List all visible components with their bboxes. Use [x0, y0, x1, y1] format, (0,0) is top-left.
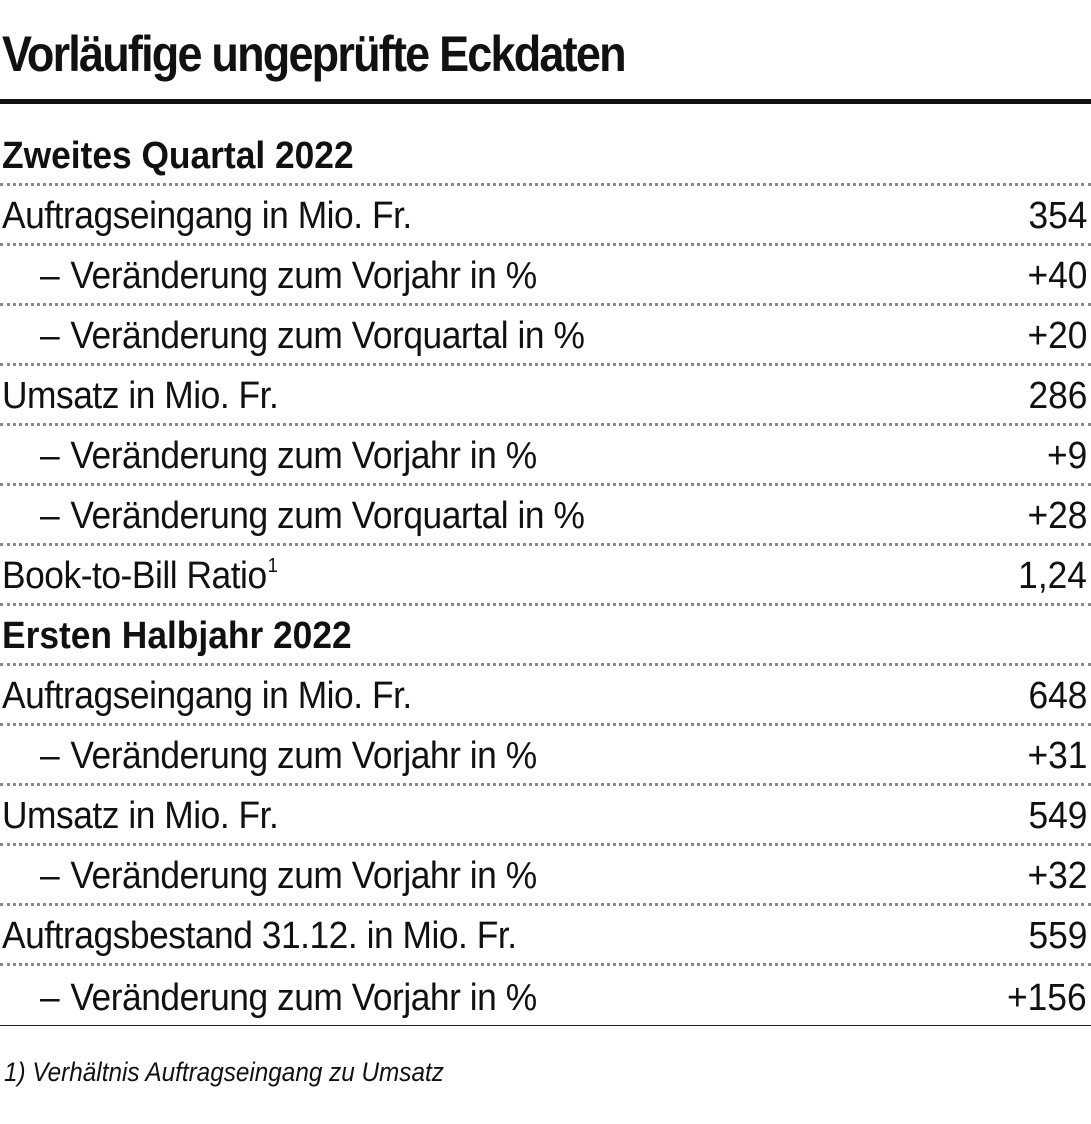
row-dash: – [40, 977, 60, 1019]
section-heading-row: Zweites Quartal 2022 [0, 126, 1091, 186]
table-row: – Veränderung zum Vorjahr in % +31 [0, 726, 1091, 786]
row-value: +20 [1027, 315, 1087, 357]
row-label: Auftragseingang in Mio. Fr. [2, 673, 412, 719]
row-label-text: Auftragseingang in Mio. Fr. [2, 675, 412, 717]
table-row: Auftragseingang in Mio. Fr. 354 [0, 186, 1091, 246]
row-dash: – [40, 315, 60, 357]
key-figures-table: Zweites Quartal 2022 Auftragseingang in … [0, 126, 1091, 1026]
row-label: Auftragsbestand 31.12. in Mio. Fr. [2, 913, 517, 959]
table-row: – Veränderung zum Vorjahr in % +9 [0, 426, 1091, 486]
table-row: – Veränderung zum Vorjahr in % +32 [0, 846, 1091, 906]
row-value: +9 [1046, 435, 1087, 477]
row-value: +156 [1007, 977, 1087, 1019]
row-dash: – [40, 495, 60, 537]
table-row: – Veränderung zum Vorjahr in % +40 [0, 246, 1091, 306]
table-row: – Veränderung zum Vorquartal in % +28 [0, 486, 1091, 546]
footnote-mark: 1 [267, 555, 278, 577]
row-label: – Veränderung zum Vorquartal in % [40, 493, 585, 539]
row-label-text: Veränderung zum Vorquartal in % [70, 495, 585, 537]
row-value: +40 [1027, 255, 1087, 297]
row-label-text: Veränderung zum Vorjahr in % [70, 735, 537, 777]
row-label-text: Umsatz in Mio. Fr. [2, 795, 279, 837]
table-row: Book-to-Bill Ratio1 1,24 [0, 546, 1091, 606]
row-label-text: Veränderung zum Vorjahr in % [70, 855, 537, 897]
row-value: 648 [1028, 675, 1087, 717]
row-value: +28 [1027, 495, 1087, 537]
row-label-text: Veränderung zum Vorquartal in % [70, 315, 585, 357]
row-value: +31 [1027, 735, 1087, 777]
table-title: Vorläufige ungeprüfte Eckdaten [2, 26, 627, 82]
row-label: – Veränderung zum Vorjahr in % [40, 733, 537, 779]
section-heading-row: Ersten Halbjahr 2022 [0, 606, 1091, 666]
title-rule [0, 99, 1091, 104]
table-row: – Veränderung zum Vorjahr in % +156 [0, 966, 1091, 1026]
row-label-text: Veränderung zum Vorjahr in % [70, 977, 537, 1019]
row-label: Umsatz in Mio. Fr. [2, 373, 279, 419]
row-label: – Veränderung zum Vorquartal in % [40, 313, 585, 359]
row-label: – Veränderung zum Vorjahr in % [40, 253, 537, 299]
row-value: 286 [1028, 375, 1087, 417]
table-row: Auftragsbestand 31.12. in Mio. Fr. 559 [0, 906, 1091, 966]
table-row: Auftragseingang in Mio. Fr. 648 [0, 666, 1091, 726]
row-label: Umsatz in Mio. Fr. [2, 793, 279, 839]
row-dash: – [40, 855, 60, 897]
table-row: – Veränderung zum Vorquartal in % +20 [0, 306, 1091, 366]
row-dash: – [40, 255, 60, 297]
row-label-text: Veränderung zum Vorjahr in % [70, 435, 537, 477]
row-value: +32 [1027, 855, 1087, 897]
row-label-text: Auftragseingang in Mio. Fr. [2, 195, 412, 237]
section-heading: Ersten Halbjahr 2022 [2, 615, 352, 657]
row-label-text: Umsatz in Mio. Fr. [2, 375, 279, 417]
row-label: – Veränderung zum Vorjahr in % [40, 433, 537, 479]
row-dash: – [40, 735, 60, 777]
row-value: 559 [1028, 915, 1087, 957]
row-label-text: Auftragsbestand 31.12. in Mio. Fr. [2, 915, 517, 957]
row-label: Book-to-Bill Ratio1 [2, 553, 278, 599]
row-value: 354 [1028, 195, 1087, 237]
row-value: 549 [1028, 795, 1087, 837]
row-label: Auftragseingang in Mio. Fr. [2, 193, 412, 239]
row-dash: – [40, 435, 60, 477]
row-label-text: Book-to-Bill Ratio [2, 555, 267, 597]
footnote: 1) Verhältnis Auftragseingang zu Umsatz [4, 1057, 444, 1087]
row-value: 1,24 [1018, 555, 1087, 597]
row-label: – Veränderung zum Vorjahr in % [40, 975, 537, 1021]
table-row: Umsatz in Mio. Fr. 549 [0, 786, 1091, 846]
table-row: Umsatz in Mio. Fr. 286 [0, 366, 1091, 426]
section-heading: Zweites Quartal 2022 [2, 135, 354, 177]
row-label: – Veränderung zum Vorjahr in % [40, 853, 537, 899]
row-label-text: Veränderung zum Vorjahr in % [70, 255, 537, 297]
